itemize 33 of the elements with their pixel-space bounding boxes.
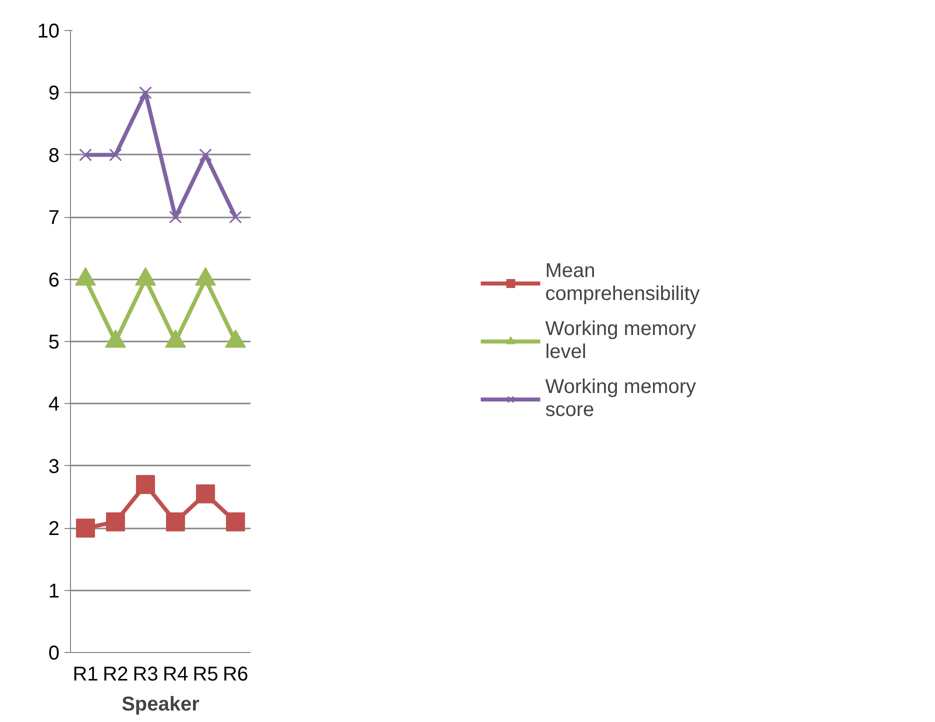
- y-tick-label: 9: [48, 82, 60, 105]
- x-tick-label: R5: [192, 664, 218, 686]
- x-tick-label: R2: [102, 664, 128, 686]
- y-tick-label: 6: [48, 269, 60, 292]
- y-tick-label: 8: [48, 144, 60, 167]
- point: [79, 148, 92, 162]
- legend-label: Mean comprehensibility: [545, 260, 700, 306]
- y-tick-label: 10: [37, 20, 60, 42]
- x-tick-label: R3: [132, 664, 158, 686]
- x-axis-title: Speaker: [122, 694, 200, 716]
- y-tick-label: 5: [48, 332, 60, 354]
- point: [106, 512, 125, 532]
- y-tick-label: 7: [48, 207, 60, 230]
- y-tick-label: 4: [48, 394, 60, 416]
- x-tick-label: R4: [162, 664, 188, 686]
- y-tick-label: 2: [48, 518, 60, 540]
- point: [226, 512, 245, 532]
- y-tick-label: 1: [48, 580, 60, 602]
- point: [139, 86, 152, 100]
- point: [136, 475, 155, 494]
- legend-label: Working memory score: [545, 376, 696, 422]
- y-tick-label: 0: [48, 642, 60, 664]
- point: [166, 512, 185, 532]
- x-tick-label: R1: [72, 664, 98, 686]
- legend-label: Working memory level: [545, 318, 696, 364]
- point: [196, 484, 215, 504]
- point: [229, 210, 242, 224]
- x-tick-label: R6: [222, 664, 248, 686]
- point: [169, 210, 182, 224]
- point: [109, 148, 122, 162]
- y-tick-label: 3: [48, 456, 60, 478]
- point: [199, 148, 212, 162]
- point: [76, 518, 95, 538]
